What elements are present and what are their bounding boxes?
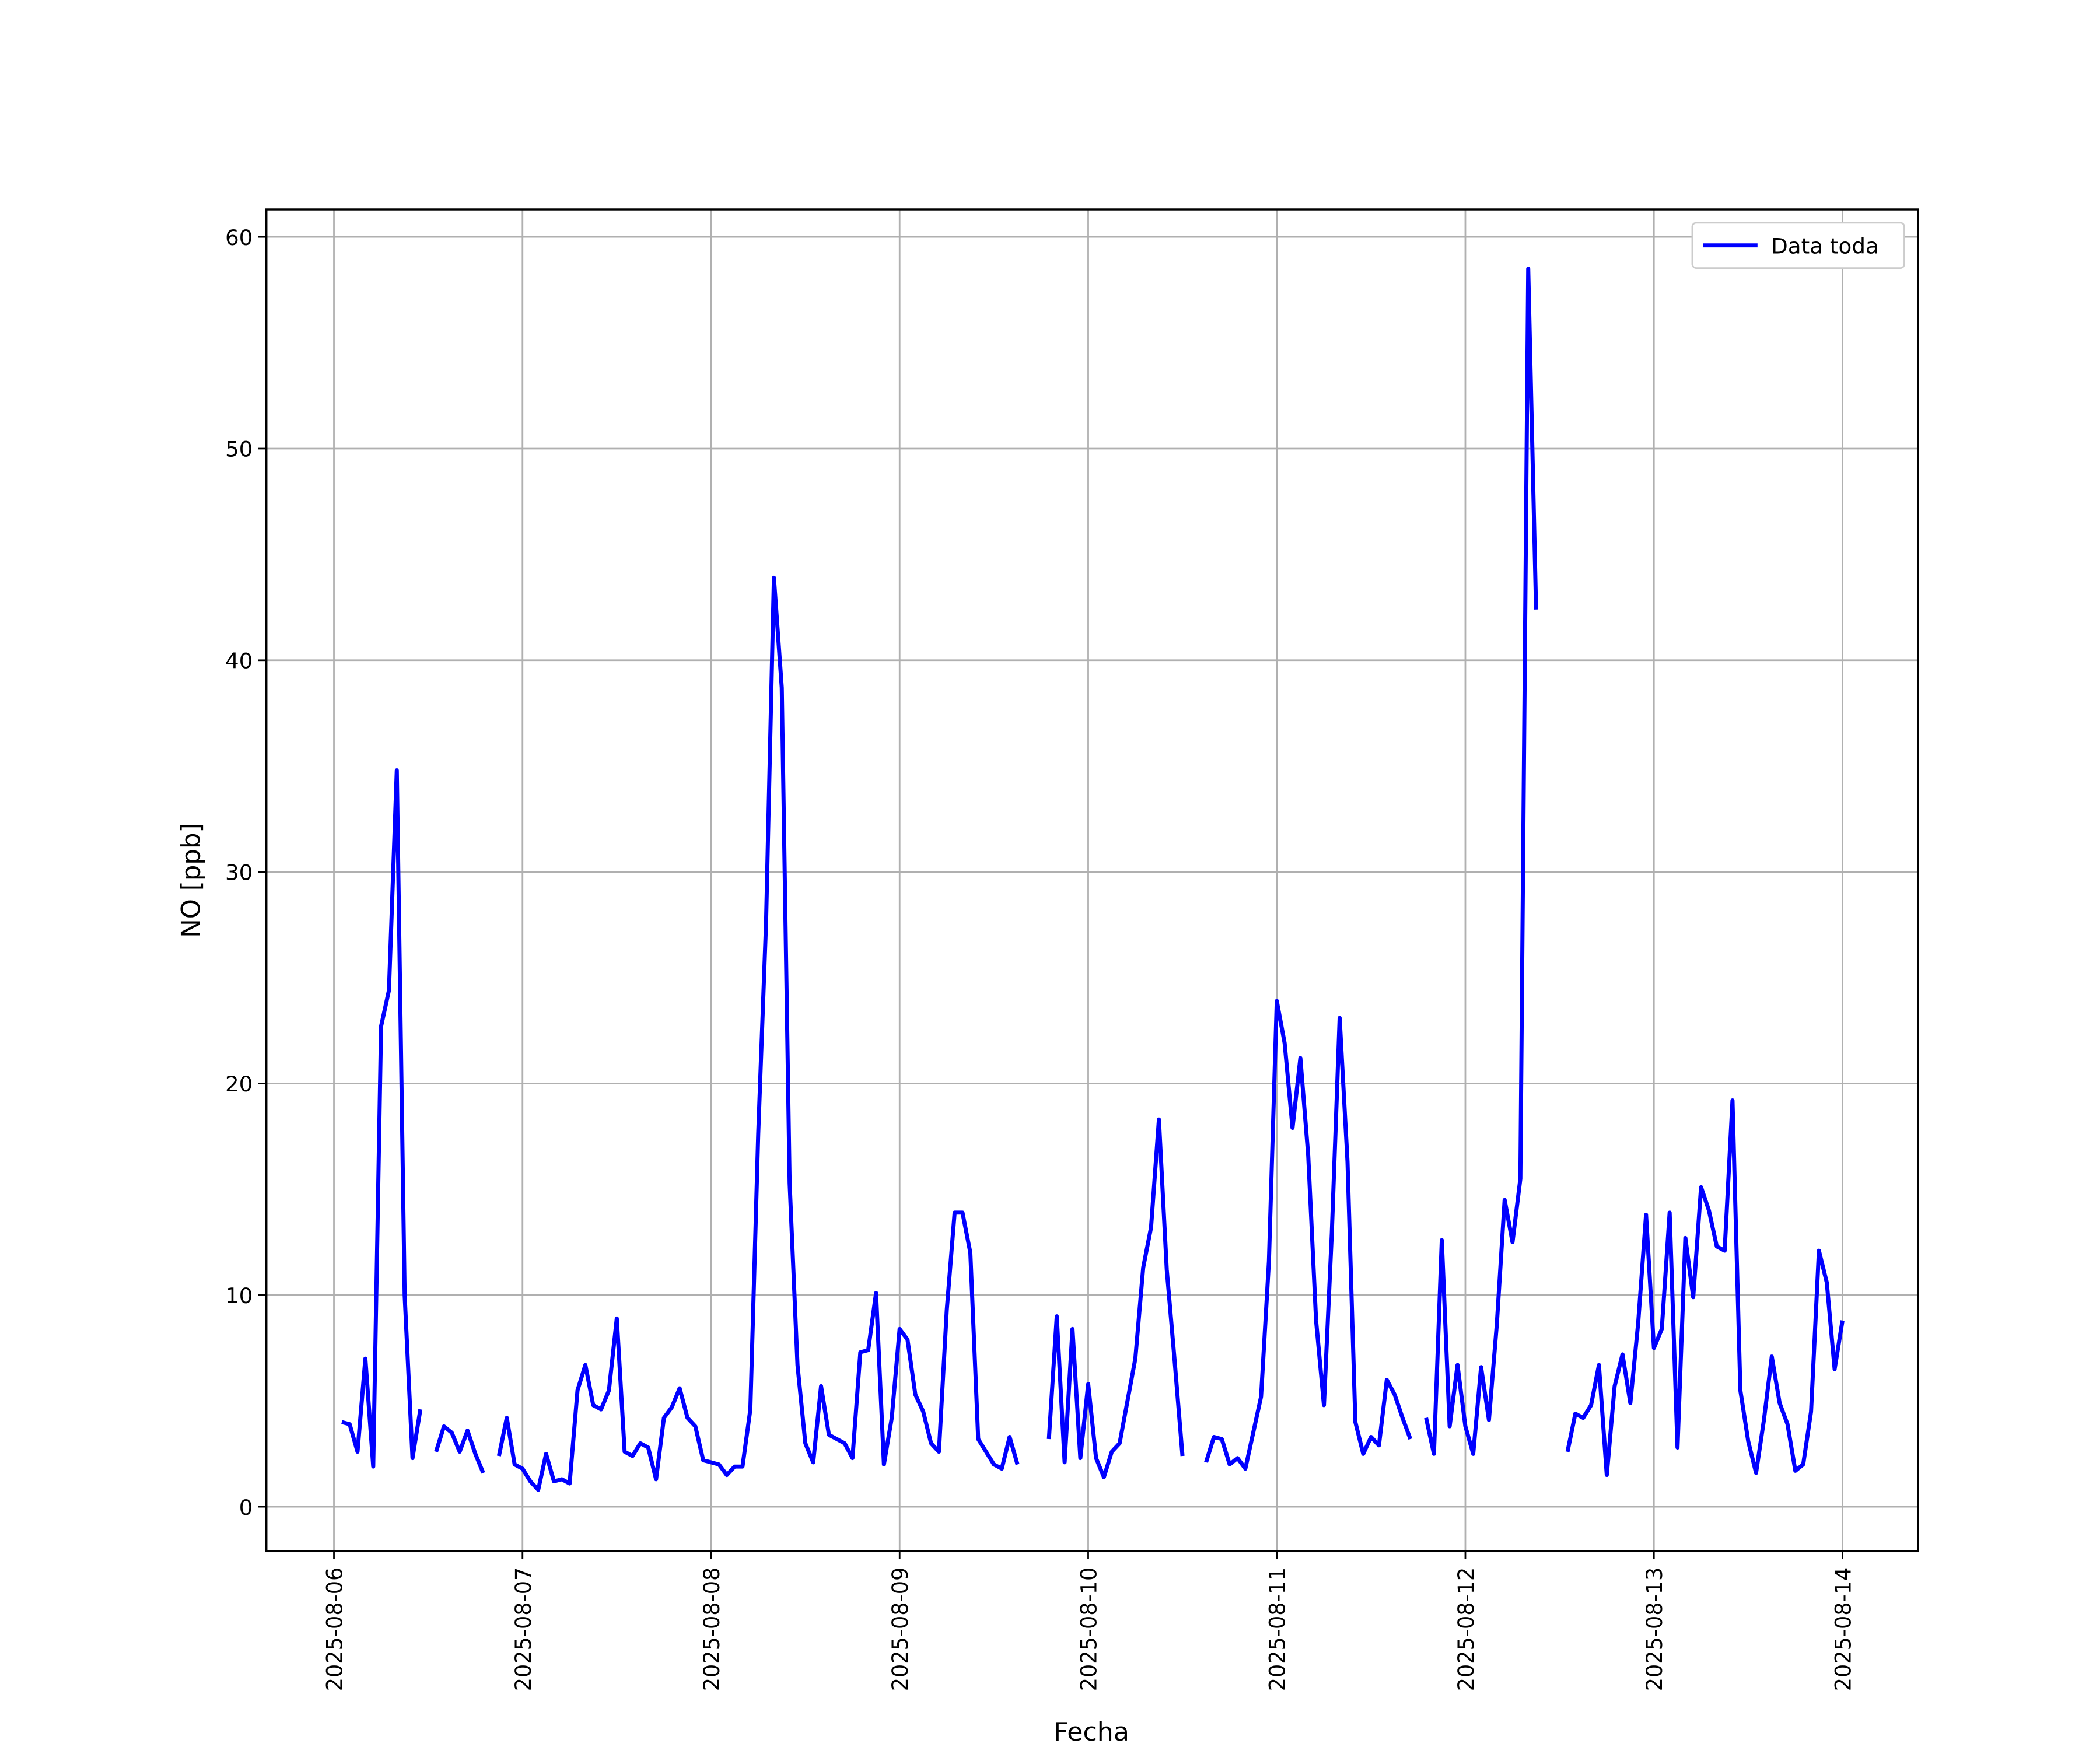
x-tick-label: 2025-08-06 [322, 1567, 347, 1692]
legend: Data toda [1691, 222, 1905, 269]
legend-box [1691, 222, 1905, 269]
x-tick-label: 2025-08-07 [510, 1567, 536, 1692]
x-tick-label: 2025-08-09 [888, 1567, 913, 1692]
x-tick-label: 2025-08-10 [1076, 1567, 1101, 1692]
x-tick-label: 2025-08-08 [699, 1567, 724, 1692]
x-tick-label: 2025-08-14 [1831, 1567, 1856, 1692]
y-tick-label: 40 [225, 649, 253, 674]
data-line [341, 267, 1845, 1492]
y-axis-label: NO [ppb] [176, 823, 206, 938]
y-tick-label: 20 [225, 1072, 253, 1097]
x-tick-label: 2025-08-12 [1454, 1567, 1479, 1692]
plot-frame [265, 208, 1919, 1553]
x-axis-label: Fecha [1054, 1717, 1129, 1747]
x-tick-label: 2025-08-11 [1265, 1567, 1290, 1692]
y-tick-label: 50 [225, 437, 253, 462]
y-tick-label: 0 [239, 1495, 253, 1520]
y-tick-label: 10 [225, 1283, 253, 1308]
x-tick-label: 2025-08-13 [1642, 1567, 1667, 1692]
y-tick-label: 60 [225, 225, 253, 250]
y-tick-label: 30 [225, 860, 253, 886]
legend-label: Data toda [1771, 234, 1879, 259]
